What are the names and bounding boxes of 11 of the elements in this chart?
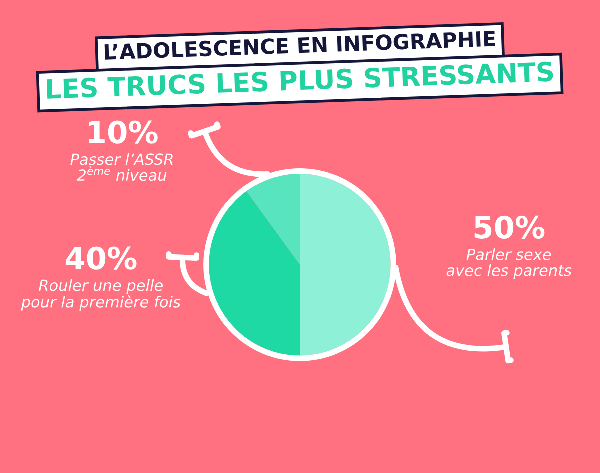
pie-slice	[209, 191, 300, 356]
data-label: 10%	[89, 120, 158, 144]
chart-subtitle: LES TRUCS LES PLUS STRESSANTS	[46, 62, 554, 100]
pie-slice	[246, 174, 300, 265]
slice-label: Parler sexe avec les parents	[446, 248, 572, 280]
chart-title: L’ADOLESCENCE EN INFOGRAPHIE	[104, 30, 496, 60]
pie-slice	[300, 174, 391, 356]
data-label: 40%	[66, 246, 137, 270]
slice-label: Passer l’ASSR 2$^{ème}$ niveau	[70, 153, 173, 182]
data-label: 50%	[474, 216, 545, 239]
slice-label: Rouler une pelle pour la première fois	[21, 279, 181, 311]
